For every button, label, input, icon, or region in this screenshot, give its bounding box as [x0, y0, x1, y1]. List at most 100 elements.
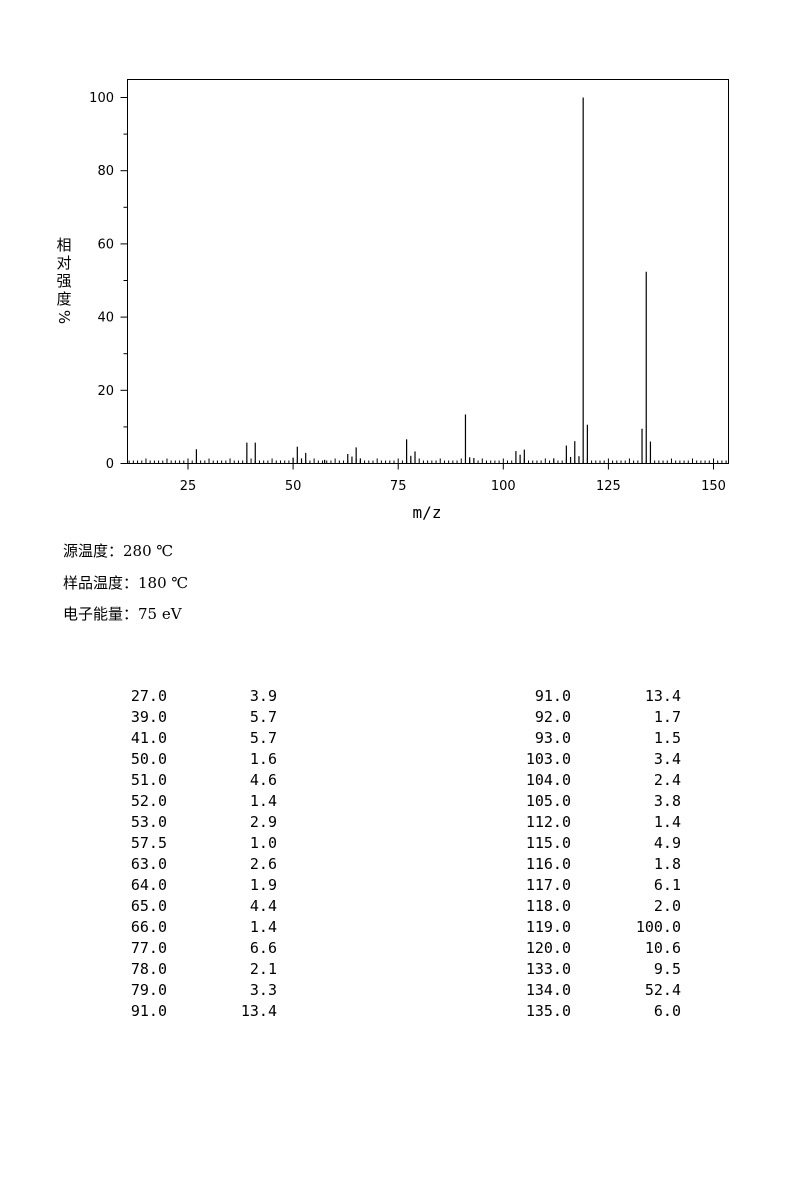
y-axis-label-char: % — [55, 310, 73, 324]
mz-value: 63.0 — [130, 855, 167, 873]
intensity-value: 5.7 — [249, 729, 277, 747]
table-row: 91.0 13.4 — [0, 1001, 300, 1022]
electron-energy: 电子能量：75 eV — [63, 605, 182, 623]
intensity-value: 13.4 — [240, 1002, 277, 1020]
table-row: 115.0 4.9 — [400, 833, 700, 854]
y-axis-label-char: 对 — [56, 254, 71, 272]
table-row: 66.0 1.4 — [0, 917, 300, 938]
table-row: 118.0 2.0 — [400, 896, 700, 917]
intensity-value: 9.5 — [653, 960, 681, 978]
mz-value: 134.0 — [525, 981, 571, 999]
intensity-value: 4.4 — [249, 897, 277, 915]
intensity-value: 1.6 — [249, 750, 277, 768]
mz-value: 39.0 — [130, 708, 167, 726]
mz-value: 53.0 — [130, 813, 167, 831]
table-row: 135.0 6.0 — [400, 1001, 700, 1022]
x-tick-label: 125 — [596, 479, 621, 494]
source-temperature: 源温度：280 ℃ — [63, 542, 174, 560]
table-row: 65.0 4.4 — [0, 896, 300, 917]
intensity-value: 13.4 — [644, 687, 681, 705]
table-row: 53.0 2.9 — [0, 812, 300, 833]
mz-value: 135.0 — [525, 1002, 571, 1020]
x-tick-label: 150 — [701, 479, 726, 494]
mz-value: 50.0 — [130, 750, 167, 768]
x-tick-label: 50 — [285, 479, 302, 494]
table-row: 104.0 2.4 — [400, 770, 700, 791]
mz-value: 65.0 — [130, 897, 167, 915]
mz-value: 52.0 — [130, 792, 167, 810]
x-axis-label: m/z — [413, 503, 442, 522]
y-axis-label-char: 强 — [56, 272, 71, 290]
mz-value: 93.0 — [534, 729, 571, 747]
table-row: 133.0 9.5 — [400, 959, 700, 980]
intensity-value: 1.9 — [249, 876, 277, 894]
intensity-value: 5.7 — [249, 708, 277, 726]
x-axis-ticks: 25 50 75 100 125 150 — [180, 463, 726, 494]
table-row: 91.0 13.4 — [400, 686, 700, 707]
intensity-value: 1.0 — [249, 834, 277, 852]
mz-value: 112.0 — [525, 813, 571, 831]
table-row: 77.0 6.6 — [0, 938, 300, 959]
y-tick-label: 0 — [106, 457, 114, 472]
table-row: 120.0 10.6 — [400, 938, 700, 959]
mz-value: 103.0 — [525, 750, 571, 768]
y-axis-ticks: 0 20 40 60 80 100 — [89, 91, 128, 472]
table-row: 64.0 1.9 — [0, 875, 300, 896]
intensity-value: 2.4 — [653, 771, 681, 789]
table-row: 39.0 5.7 — [0, 707, 300, 728]
table-row: 105.0 3.8 — [400, 791, 700, 812]
intensity-value: 1.4 — [249, 792, 277, 810]
mz-value: 91.0 — [534, 687, 571, 705]
intensity-value: 2.6 — [249, 855, 277, 873]
intensity-value: 3.8 — [653, 792, 681, 810]
intensity-value: 4.9 — [653, 834, 681, 852]
mz-value: 105.0 — [525, 792, 571, 810]
intensity-value: 1.4 — [653, 813, 681, 831]
intensity-value: 100.0 — [635, 918, 681, 936]
mz-value: 116.0 — [525, 855, 571, 873]
mz-value: 78.0 — [130, 960, 167, 978]
intensity-value: 6.6 — [249, 939, 277, 957]
table-row: 50.0 1.6 — [0, 749, 300, 770]
mz-value: 27.0 — [130, 687, 167, 705]
mz-value: 119.0 — [525, 918, 571, 936]
mz-value: 77.0 — [130, 939, 167, 957]
table-row: 63.0 2.6 — [0, 854, 300, 875]
mz-value: 120.0 — [525, 939, 571, 957]
table-row: 117.0 6.1 — [400, 875, 700, 896]
table-row: 103.0 3.4 — [400, 749, 700, 770]
mz-value: 64.0 — [130, 876, 167, 894]
table-row: 78.0 2.1 — [0, 959, 300, 980]
mz-value: 133.0 — [525, 960, 571, 978]
mz-value: 66.0 — [130, 918, 167, 936]
mz-value: 115.0 — [525, 834, 571, 852]
mz-value: 79.0 — [130, 981, 167, 999]
x-tick-label: 25 — [180, 479, 197, 494]
intensity-value: 1.5 — [653, 729, 681, 747]
y-tick-label: 20 — [97, 384, 114, 399]
table-row: 52.0 1.4 — [0, 791, 300, 812]
sample-temperature: 样品温度：180 ℃ — [63, 574, 189, 592]
x-tick-label: 100 — [491, 479, 516, 494]
intensity-value: 10.6 — [644, 939, 681, 957]
intensity-value: 1.7 — [653, 708, 681, 726]
intensity-value: 1.4 — [249, 918, 277, 936]
table-row: 27.0 3.9 — [0, 686, 300, 707]
intensity-value: 2.0 — [653, 897, 681, 915]
table-row: 41.0 5.7 — [0, 728, 300, 749]
x-minor-ticks — [128, 458, 727, 464]
peak-table-left: 27.0 3.9 39.0 5.7 41.0 5.7 50.0 1.6 51.0 4.6 52.0 1… — [0, 686, 300, 1022]
intensity-value: 6.0 — [653, 1002, 681, 1020]
y-tick-label: 80 — [97, 164, 114, 179]
mz-value: 118.0 — [525, 897, 571, 915]
table-row: 116.0 1.8 — [400, 854, 700, 875]
mz-value: 41.0 — [130, 729, 167, 747]
plot-frame — [127, 79, 729, 464]
intensity-value: 3.9 — [249, 687, 277, 705]
mz-value: 92.0 — [534, 708, 571, 726]
spectrum-peaks — [195, 97, 652, 464]
intensity-value: 1.8 — [653, 855, 681, 873]
intensity-value: 3.3 — [249, 981, 277, 999]
table-row: 57.5 1.0 — [0, 833, 300, 854]
mz-value: 117.0 — [525, 876, 571, 894]
